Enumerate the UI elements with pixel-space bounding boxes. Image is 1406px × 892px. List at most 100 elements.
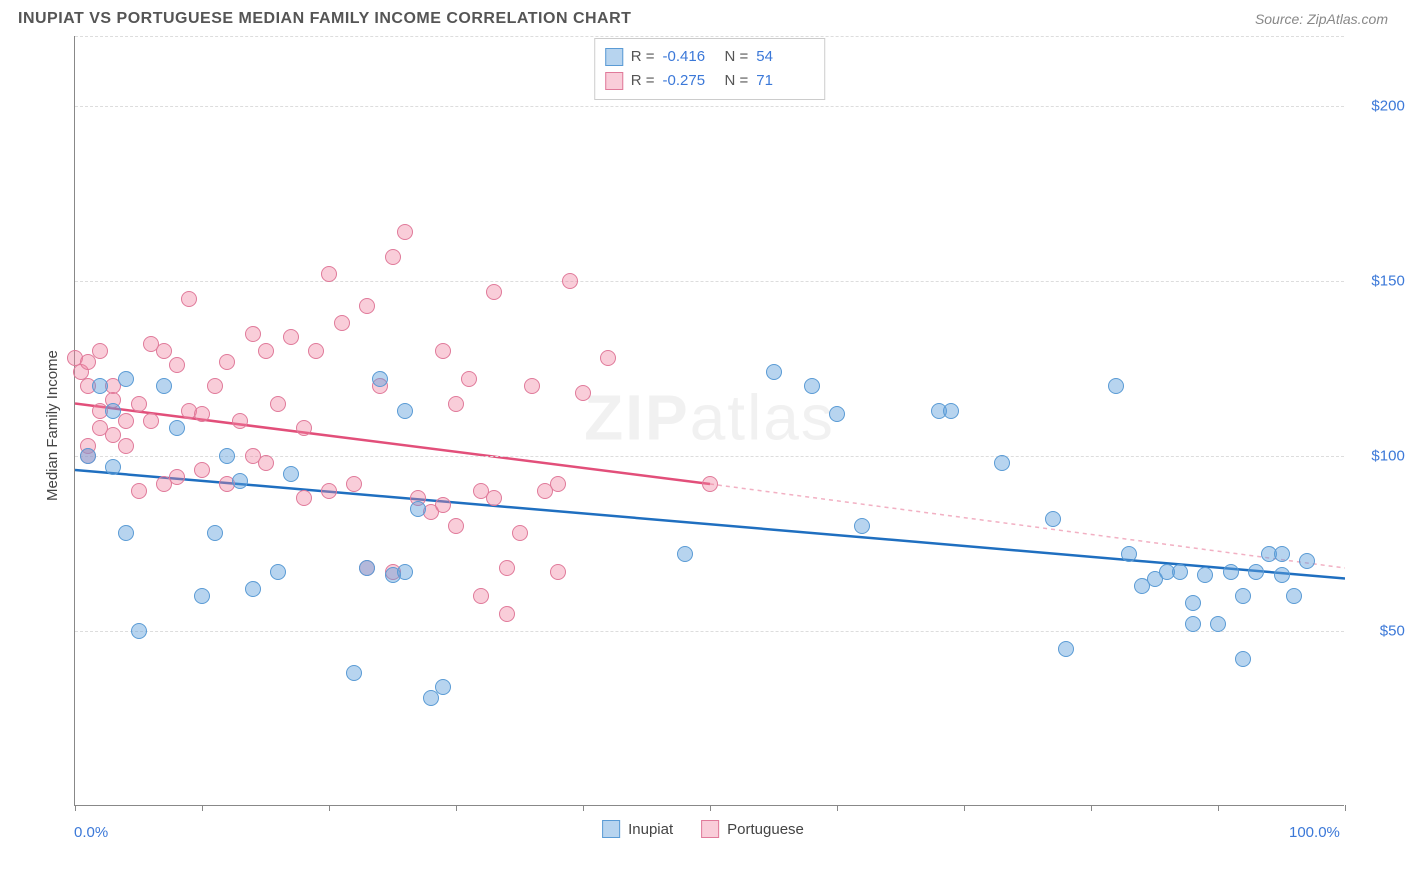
marker-portuguese [92, 343, 108, 359]
marker-portuguese [385, 249, 401, 265]
marker-portuguese [131, 483, 147, 499]
stat-n-inupiat: 54 [756, 45, 810, 69]
marker-inupiat [1108, 378, 1124, 394]
marker-inupiat [169, 420, 185, 436]
x-tick [964, 805, 965, 811]
marker-inupiat [804, 378, 820, 394]
swatch-inupiat [605, 48, 623, 66]
x-axis-label-left: 0.0% [74, 824, 108, 841]
marker-inupiat [372, 371, 388, 387]
stats-row-inupiat: R = -0.416 N = 54 [605, 45, 811, 69]
marker-inupiat [118, 525, 134, 541]
y-tick-label: $200,000 [1354, 98, 1406, 115]
marker-inupiat [1121, 546, 1137, 562]
marker-inupiat [219, 448, 235, 464]
marker-inupiat [105, 403, 121, 419]
marker-inupiat [854, 518, 870, 534]
marker-portuguese [550, 564, 566, 580]
marker-inupiat [1197, 567, 1213, 583]
marker-inupiat [194, 588, 210, 604]
marker-portuguese [258, 343, 274, 359]
legend-item-inupiat: Inupiat [602, 820, 673, 838]
marker-inupiat [1058, 641, 1074, 657]
marker-portuguese [181, 291, 197, 307]
marker-inupiat [156, 378, 172, 394]
marker-portuguese [562, 273, 578, 289]
marker-inupiat [943, 403, 959, 419]
gridline [75, 106, 1344, 107]
plot-area: ZIPatlas R = -0.416 N = 54 R = -0.275 N … [74, 36, 1344, 806]
marker-portuguese [448, 396, 464, 412]
marker-portuguese [486, 490, 502, 506]
marker-portuguese [143, 413, 159, 429]
marker-portuguese [499, 606, 515, 622]
swatch-portuguese [701, 820, 719, 838]
marker-inupiat [359, 560, 375, 576]
x-tick [583, 805, 584, 811]
marker-portuguese [461, 371, 477, 387]
marker-portuguese [118, 413, 134, 429]
marker-inupiat [1235, 588, 1251, 604]
marker-inupiat [1045, 511, 1061, 527]
x-tick [1345, 805, 1346, 811]
marker-portuguese [486, 284, 502, 300]
x-tick [1091, 805, 1092, 811]
marker-portuguese [219, 354, 235, 370]
gridline [75, 631, 1344, 632]
marker-inupiat [1248, 564, 1264, 580]
marker-inupiat [994, 455, 1010, 471]
marker-inupiat [283, 466, 299, 482]
marker-inupiat [766, 364, 782, 380]
x-tick [837, 805, 838, 811]
marker-inupiat [346, 665, 362, 681]
marker-portuguese [550, 476, 566, 492]
x-tick [202, 805, 203, 811]
y-tick-label: $150,000 [1354, 273, 1406, 290]
marker-portuguese [473, 588, 489, 604]
marker-portuguese [575, 385, 591, 401]
marker-inupiat [270, 564, 286, 580]
marker-portuguese [296, 490, 312, 506]
marker-portuguese [359, 298, 375, 314]
stat-r-label: R = [631, 45, 655, 69]
marker-portuguese [512, 525, 528, 541]
marker-portuguese [194, 406, 210, 422]
marker-portuguese [283, 329, 299, 345]
marker-inupiat [118, 371, 134, 387]
x-tick [710, 805, 711, 811]
marker-inupiat [1299, 553, 1315, 569]
marker-inupiat [677, 546, 693, 562]
x-axis-label-right: 100.0% [1289, 824, 1340, 841]
marker-portuguese [232, 413, 248, 429]
marker-inupiat [397, 564, 413, 580]
legend-label-portuguese: Portuguese [727, 821, 804, 838]
marker-portuguese [194, 462, 210, 478]
marker-inupiat [410, 501, 426, 517]
marker-inupiat [1223, 564, 1239, 580]
stat-r-inupiat: -0.416 [663, 45, 717, 69]
legend-item-portuguese: Portuguese [701, 820, 804, 838]
marker-portuguese [448, 518, 464, 534]
marker-inupiat [232, 473, 248, 489]
marker-inupiat [80, 448, 96, 464]
stat-n-label: N = [725, 45, 749, 69]
marker-inupiat [1172, 564, 1188, 580]
marker-portuguese [346, 476, 362, 492]
trend-lines [75, 36, 1345, 806]
source-label: Source: ZipAtlas.com [1255, 11, 1388, 27]
marker-inupiat [1235, 651, 1251, 667]
marker-portuguese [321, 266, 337, 282]
stat-n-label: N = [725, 69, 749, 93]
stats-legend-box: R = -0.416 N = 54 R = -0.275 N = 71 [594, 38, 826, 100]
marker-portuguese [245, 326, 261, 342]
marker-inupiat [1274, 567, 1290, 583]
gridline [75, 281, 1344, 282]
marker-portuguese [308, 343, 324, 359]
marker-portuguese [334, 315, 350, 331]
legend-label-inupiat: Inupiat [628, 821, 673, 838]
marker-portuguese [118, 438, 134, 454]
marker-portuguese [321, 483, 337, 499]
swatch-inupiat [602, 820, 620, 838]
marker-portuguese [169, 469, 185, 485]
marker-portuguese [702, 476, 718, 492]
